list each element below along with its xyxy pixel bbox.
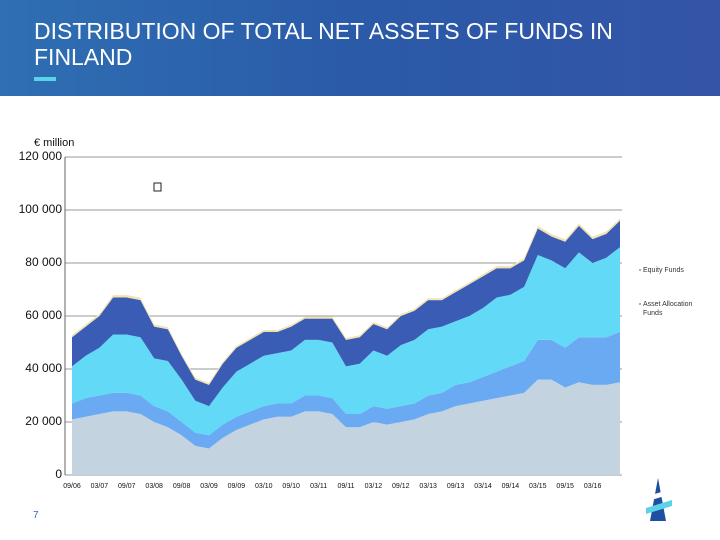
header-banner bbox=[0, 0, 720, 96]
x-tick-label: 09/06 bbox=[63, 483, 81, 490]
y-tick-label: 80 000 bbox=[25, 255, 62, 269]
y-tick-label: 60 000 bbox=[25, 308, 62, 322]
y-axis-label: € million bbox=[34, 137, 74, 149]
x-tick-label: 03/08 bbox=[145, 483, 163, 490]
plot-areas bbox=[72, 218, 620, 475]
page-number: 7 bbox=[33, 510, 39, 521]
x-tick-label: 09/11 bbox=[338, 483, 355, 490]
x-tick-label: 09/12 bbox=[392, 483, 410, 490]
y-tick-label: 100 000 bbox=[19, 202, 63, 216]
x-tick-label: 09/13 bbox=[447, 483, 465, 490]
y-tick-label: 120 000 bbox=[19, 149, 63, 163]
x-tick-label: 03/14 bbox=[474, 483, 492, 490]
x-tick-label: 03/13 bbox=[419, 483, 437, 490]
x-tick-label: 03/15 bbox=[529, 483, 547, 490]
area bbox=[72, 247, 620, 436]
x-tick-label: 09/07 bbox=[118, 483, 136, 490]
accent-bar bbox=[34, 77, 56, 81]
x-tick-label: 09/09 bbox=[228, 483, 246, 490]
x-tick-label: 03/11 bbox=[310, 483, 327, 490]
x-tick-label: 03/16 bbox=[584, 483, 602, 490]
x-tick-label: 09/08 bbox=[173, 483, 191, 490]
legend-marker bbox=[639, 269, 641, 271]
x-tick-label: 09/10 bbox=[282, 483, 300, 490]
x-tick-label: 09/15 bbox=[556, 483, 574, 490]
x-tick-label: 03/07 bbox=[91, 483, 109, 490]
y-tick-label: 20 000 bbox=[25, 414, 62, 428]
y-tick-label: 40 000 bbox=[25, 361, 62, 375]
x-tick-label: 03/09 bbox=[200, 483, 218, 490]
marker-box bbox=[153, 182, 162, 192]
slide-title: DISTRIBUTION OF TOTAL NET ASSETS OF FUND… bbox=[34, 18, 613, 70]
legend-entry: Asset Allocation Funds bbox=[643, 301, 693, 317]
logo bbox=[646, 478, 672, 521]
y-tick-label: 0 bbox=[55, 467, 62, 481]
area bbox=[72, 331, 620, 449]
legend-entry: Equity Funds bbox=[643, 267, 684, 274]
x-tick-label: 09/14 bbox=[502, 483, 520, 490]
legend-marker bbox=[639, 303, 641, 305]
x-tick-label: 03/12 bbox=[365, 483, 383, 490]
x-tick-label: 03/10 bbox=[255, 483, 273, 490]
